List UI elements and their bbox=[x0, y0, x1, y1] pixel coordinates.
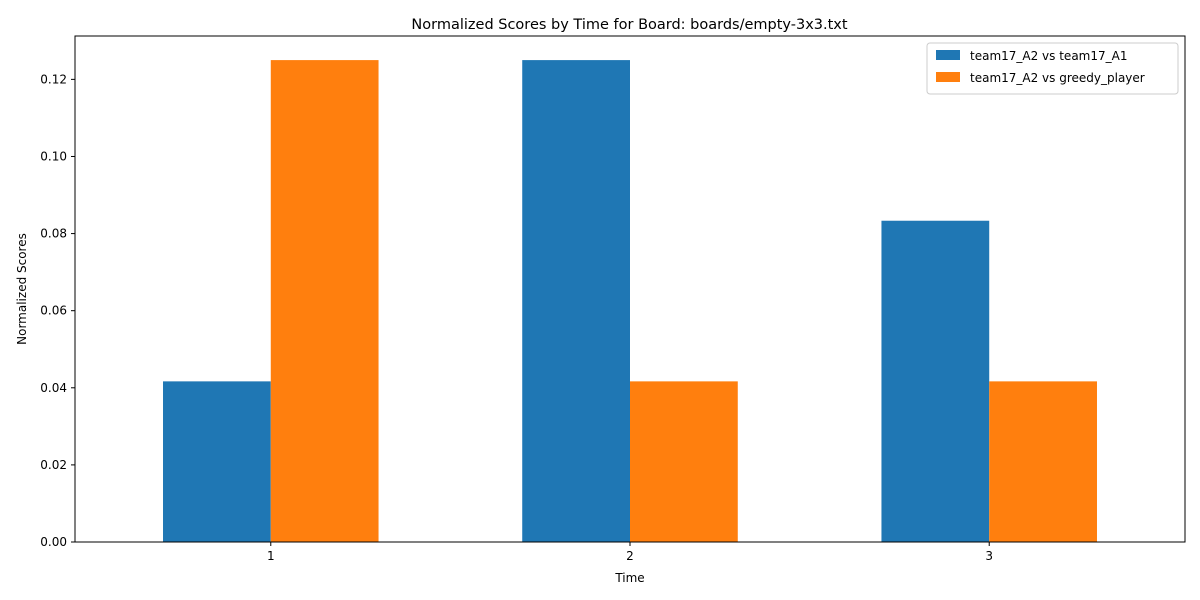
y-tick-label: 0.02 bbox=[40, 458, 67, 472]
bar-series-2-time-2 bbox=[630, 381, 738, 542]
x-axis-title: Time bbox=[614, 571, 644, 585]
y-axis: 0.00 0.02 0.04 0.06 0.08 0.10 0.12 bbox=[40, 72, 75, 549]
x-tick-label: 2 bbox=[626, 549, 634, 563]
bar-series-2-time-1 bbox=[270, 60, 379, 542]
x-tick-label: 1 bbox=[267, 549, 275, 563]
plot-frame bbox=[74, 35, 1186, 543]
bar-series-1-time-2 bbox=[522, 60, 630, 542]
bar-series-1-time-3 bbox=[881, 220, 990, 542]
bar-series-2-time-3 bbox=[989, 381, 1097, 542]
x-tick-label: 3 bbox=[985, 549, 993, 563]
y-tick-label: 0.10 bbox=[40, 149, 67, 163]
y-tick-label: 0.04 bbox=[40, 381, 67, 395]
legend-swatch-series-1 bbox=[936, 50, 960, 60]
x-axis: 1 2 3 bbox=[267, 542, 993, 563]
y-axis-title: Normalized Scores bbox=[15, 233, 29, 345]
legend-label-series-2: team17_A2 vs greedy_player bbox=[970, 71, 1145, 85]
legend-box bbox=[926, 42, 1179, 95]
y-tick-label: 0.06 bbox=[40, 304, 67, 318]
legend-swatch-series-2 bbox=[936, 72, 960, 82]
bars-group bbox=[163, 60, 1097, 542]
legend: team17_A2 vs team17_A1 team17_A2 vs gree… bbox=[926, 42, 1179, 95]
legend-label-series-1: team17_A2 vs team17_A1 bbox=[970, 49, 1127, 63]
y-tick-label: 0.08 bbox=[40, 227, 67, 241]
bar-series-1-time-1 bbox=[163, 381, 271, 542]
chart-title: Normalized Scores by Time for Board: boa… bbox=[411, 17, 847, 33]
y-tick-label: 0.12 bbox=[40, 72, 67, 86]
y-tick-label: 0.00 bbox=[40, 535, 67, 549]
